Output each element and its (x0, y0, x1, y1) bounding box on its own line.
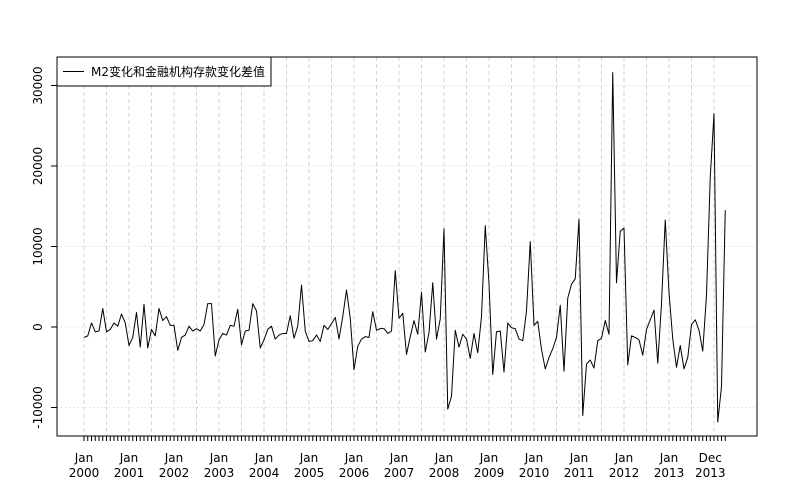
y-tick-label: 10000 (31, 227, 45, 265)
x-tick-label-month: Jan (389, 451, 409, 465)
x-tick-label-month: Dec (699, 451, 722, 465)
x-tick-label-month: Jan (569, 451, 589, 465)
x-tick-label-year: 2006 (339, 466, 370, 480)
x-tick-label-year: 2012 (609, 466, 640, 480)
x-tick-label-month: Jan (614, 451, 634, 465)
x-tick-label-year: 2007 (384, 466, 415, 480)
x-tick-label-month: Jan (524, 451, 544, 465)
x-tick-label-year: 2013 (654, 466, 685, 480)
x-tick-label-year: 2004 (249, 466, 280, 480)
x-tick-label-month: Jan (209, 451, 229, 465)
y-tick-label: 30000 (31, 66, 45, 104)
y-tick-label: 20000 (31, 147, 45, 185)
x-tick-label-year: 2005 (294, 466, 325, 480)
x-tick-label-month: Jan (74, 451, 94, 465)
x-tick-label-year: 2009 (474, 466, 505, 480)
x-tick-label-month: Jan (659, 451, 679, 465)
y-tick-label: 0 (31, 323, 45, 331)
series-layer (84, 73, 725, 422)
y-tick-label: -10000 (31, 386, 45, 429)
x-tick-label-month: Jan (254, 451, 274, 465)
x-tick-label-month: Jan (164, 451, 184, 465)
axes-layer: -100000100002000030000Jan2000Jan2001Jan2… (31, 66, 726, 480)
x-tick-label-year: 2001 (114, 466, 145, 480)
x-tick-label-month: Jan (299, 451, 319, 465)
legend: M2变化和金融机构存款变化差值 (57, 57, 271, 86)
grid-layer (57, 57, 757, 436)
x-tick-label-month: Jan (434, 451, 454, 465)
x-tick-label-year: 2002 (159, 466, 190, 480)
x-tick-label-year: 2003 (204, 466, 235, 480)
x-tick-label-month: Jan (479, 451, 499, 465)
legend-label: M2变化和金融机构存款变化差值 (91, 64, 265, 79)
x-tick-label-month: Jan (119, 451, 139, 465)
x-tick-label-year: 2011 (564, 466, 595, 480)
x-tick-label-year: 2008 (429, 466, 460, 480)
series-line (84, 73, 725, 422)
x-tick-label-year: 2000 (69, 466, 100, 480)
x-tick-label-year: 2010 (519, 466, 550, 480)
x-tick-label-month: Jan (344, 451, 364, 465)
x-tick-label-year: 2013 (695, 466, 726, 480)
